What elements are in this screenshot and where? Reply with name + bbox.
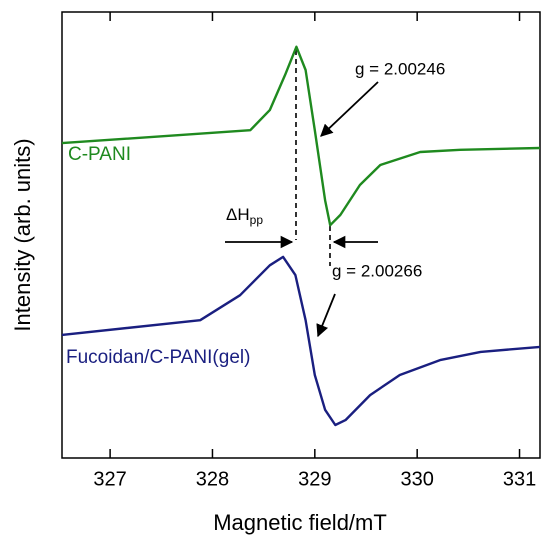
x-axis-label: Magnetic field/mT — [213, 510, 387, 535]
linewidth-label: ΔHpp — [226, 205, 263, 227]
x-tick-label: 327 — [93, 468, 126, 490]
arrow — [320, 81, 379, 137]
x-tick-label: 328 — [196, 468, 229, 490]
annotation: g = 2.00246 — [355, 59, 445, 78]
linewidth-symbol: ΔH — [226, 205, 250, 224]
x-tick-label: 330 — [400, 468, 433, 490]
series-label: C-PANI — [68, 144, 131, 165]
arrow — [316, 293, 336, 338]
plot-frame — [61, 11, 541, 459]
line-series — [61, 45, 541, 227]
x-tick-label: 331 — [503, 468, 536, 490]
x-tick-label: 329 — [298, 468, 331, 490]
y-axis-label: Intensity (arb. units) — [10, 138, 35, 331]
annotation: g = 2.00266 — [332, 261, 422, 280]
series-label: Fucoidan/C-PANI(gel) — [66, 347, 250, 368]
line-series — [61, 255, 541, 427]
linewidth-subscript: pp — [250, 213, 264, 227]
